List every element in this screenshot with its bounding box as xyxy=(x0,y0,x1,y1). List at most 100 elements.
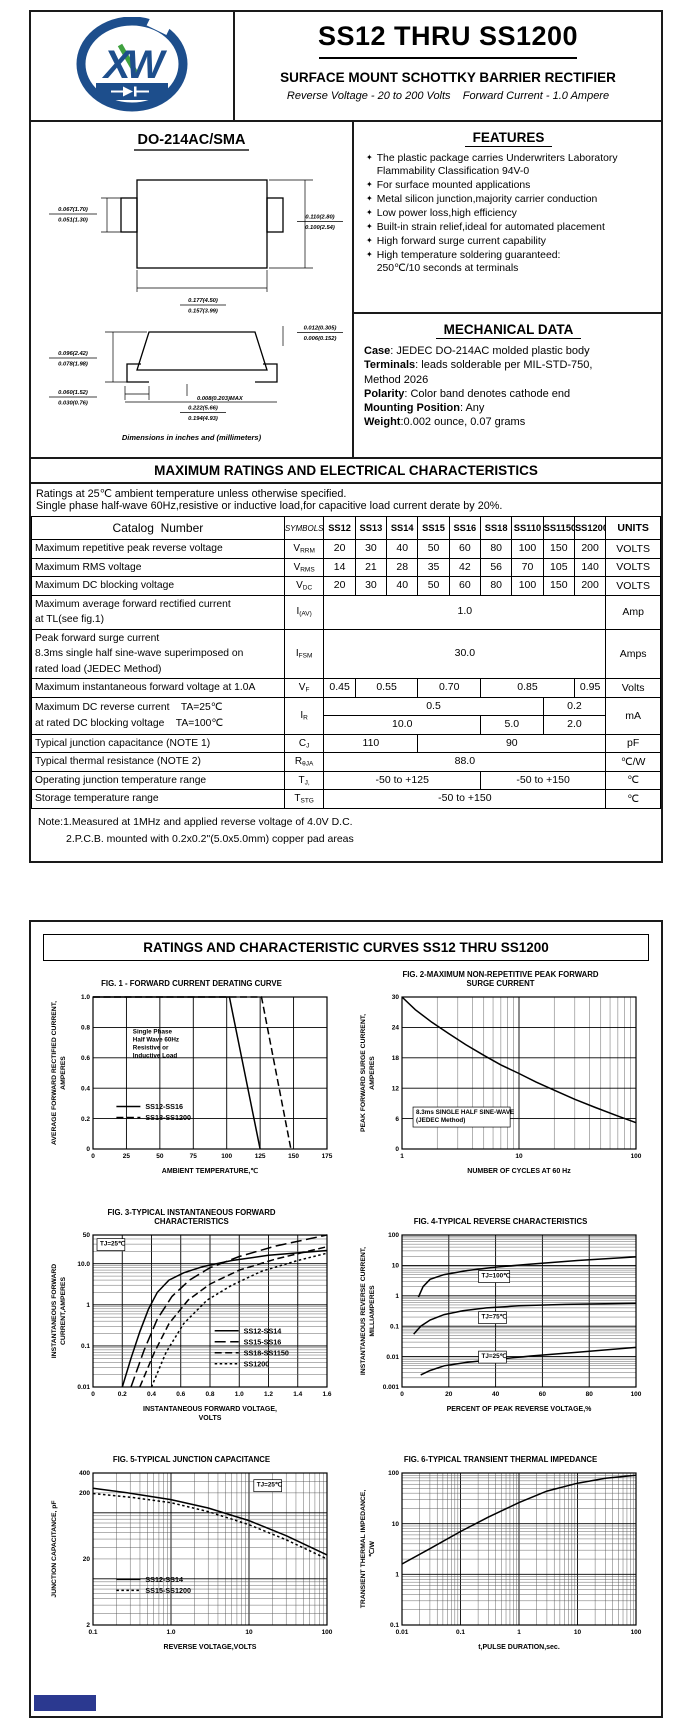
table-header-row: Catalog Number SYMBOLS SS12 SS13 SS14 SS15 SS1… xyxy=(31,516,661,540)
package-caption: Dimensions in inches and (millimeters) xyxy=(121,433,262,442)
chart-title-line: SURGE CURRENT xyxy=(466,979,535,989)
value-cell: 0.55 xyxy=(354,678,419,698)
dim-body-height-min: 0.100(2.54) xyxy=(305,225,335,231)
value-cell: -50 to +150 xyxy=(323,789,607,809)
bullet-icon: ✦ xyxy=(366,236,373,245)
features-section: FEATURES ✦ The plastic package carries Un… xyxy=(354,122,661,314)
svg-text:0.001: 0.001 xyxy=(382,1384,399,1391)
row-label-line: 8.3ms single half sine-wave superimposed… xyxy=(35,648,244,659)
feature-text: High temperature soldering guaranteed: 25… xyxy=(377,249,561,275)
svg-text:SS18-SS1200: SS18-SS1200 xyxy=(145,1113,191,1122)
page-2: RATINGS AND CHARACTERISTIC CURVES SS12 T… xyxy=(29,920,663,1718)
svg-text:0.8: 0.8 xyxy=(205,1391,214,1398)
symbol-main: T xyxy=(298,774,305,786)
column-header-part: SS16 xyxy=(448,516,482,540)
bullet-icon: ✦ xyxy=(366,194,373,203)
curves-banner: RATINGS AND CHARACTERISTIC CURVES SS12 T… xyxy=(43,934,649,961)
row-units: ℃ xyxy=(605,770,661,790)
svg-text:0.01: 0.01 xyxy=(77,1384,90,1391)
svg-text:75: 75 xyxy=(189,1153,197,1160)
svg-text:Resistive or: Resistive or xyxy=(132,1044,168,1051)
fig6-title: FIG. 6-TYPICAL TRANSIENT THERMAL IMPEDAN… xyxy=(404,1445,597,1465)
svg-text:50: 50 xyxy=(156,1153,164,1160)
row-symbol: VRRM xyxy=(283,539,325,559)
table-body: Catalog Number SYMBOLS SS12 SS13 SS14 SS15 SS1… xyxy=(31,516,661,809)
svg-text:400: 400 xyxy=(79,1470,90,1477)
feature-text: For surface mounted applications xyxy=(377,179,531,192)
mechanical-label: Mounting Position xyxy=(364,402,460,415)
svg-text:PERCENT OF PEAK REVERSE VOLTAG: PERCENT OF PEAK REVERSE VOLTAGE,% xyxy=(446,1406,592,1413)
logo-icon: XW xyxy=(76,17,188,112)
svg-text:0.2: 0.2 xyxy=(117,1391,126,1398)
row-label: Maximum RMS voltage xyxy=(31,557,285,577)
table-row: Maximum DC reverse current TA=25℃ at rate… xyxy=(31,696,661,735)
svg-text:REVERSE VOLTAGE,VOLTS: REVERSE VOLTAGE,VOLTS xyxy=(163,1644,256,1651)
symbol-main: V xyxy=(298,682,306,693)
mechanical-line: Weight:0.002 ounce, 0.07 grams xyxy=(364,415,653,429)
row-symbol: RθJA xyxy=(283,752,325,772)
value-cell: 200 xyxy=(573,539,607,559)
column-header-part: SS15 xyxy=(417,516,450,540)
logo: XW xyxy=(31,12,235,120)
dim-body-height-max: 0.110(2.80) xyxy=(305,215,334,221)
fig3-cell: FIG. 3-TYPICAL INSTANTANEOUS FORWARD CHAR… xyxy=(37,1207,346,1439)
table-row: Maximum average forward rectified curren… xyxy=(31,594,661,630)
feature-text: High forward surge current capability xyxy=(377,235,546,248)
title-block: SS12 THRU SS1200 SURFACE MOUNT SCHOTTKY … xyxy=(235,12,661,120)
mechanical-lines: Case: JEDEC DO-214AC molded plastic body… xyxy=(364,344,653,430)
symbol-subscript: R xyxy=(303,714,308,722)
svg-text:100: 100 xyxy=(630,1153,641,1160)
mechanical-data-section: MECHANICAL DATA Case: JEDEC DO-214AC mol… xyxy=(354,314,661,457)
value-cell: 100 xyxy=(511,576,544,596)
svg-text:0.6: 0.6 xyxy=(80,1055,89,1062)
value-cell: 150 xyxy=(542,576,575,596)
svg-text:0.4: 0.4 xyxy=(80,1085,89,1092)
svg-text:SS15-SS1200: SS15-SS1200 xyxy=(145,1586,191,1595)
value-cell: 14 xyxy=(323,557,356,577)
svg-text:1.6: 1.6 xyxy=(322,1391,331,1398)
svg-text:0.8: 0.8 xyxy=(80,1025,89,1032)
svg-text:10: 10 xyxy=(515,1153,523,1160)
row-units: Amp xyxy=(605,594,661,630)
svg-text:0: 0 xyxy=(86,1146,90,1153)
feature-line: High forward surge current capability xyxy=(376,236,546,247)
diode-icon xyxy=(111,86,149,97)
row-label: Storage temperature range xyxy=(31,789,285,809)
row-units: Amps xyxy=(605,628,661,679)
svg-text:℃/W: ℃/W xyxy=(368,1540,376,1557)
svg-text:SS1200: SS1200 xyxy=(243,1359,269,1368)
mechanical-label: Terminals xyxy=(364,359,416,372)
feature-line: Metal silicon junction,majority carrier … xyxy=(376,194,598,205)
feature-line: Low power loss,high efficiency xyxy=(376,208,517,219)
value-cell: 0.45 xyxy=(323,678,356,698)
row-symbol: TSTG xyxy=(283,789,325,809)
fig4-chart: 0 20 40 60 80 100 0.001 0.01 0.1 1 10 100 TJ=100℃ TJ=… xyxy=(360,1232,642,1413)
value-cell: 70 xyxy=(511,557,544,577)
fig3-chart: 0 0.2 0.4 0.6 0.8 1.0 1.2 1.4 1.6 0.01 0.1 1 10.0 50 S… xyxy=(51,1232,332,1422)
row-label-line: Typical junction capacitance (NOTE 1) xyxy=(35,737,211,749)
feature-line: High temperature soldering guaranteed: xyxy=(376,250,561,261)
value-cell: 0.85 xyxy=(480,678,575,698)
svg-text:TRANSIENT THERMAL IMPEDANCE,: TRANSIENT THERMAL IMPEDANCE, xyxy=(360,1490,367,1609)
svg-text:0.4: 0.4 xyxy=(146,1391,155,1398)
symbol-main: I xyxy=(300,709,304,721)
svg-text:0.1: 0.1 xyxy=(389,1622,398,1629)
svg-text:30: 30 xyxy=(391,994,399,1001)
svg-text:0: 0 xyxy=(400,1391,404,1398)
column-header-symbols: SYMBOLS xyxy=(283,516,325,540)
svg-text:JUNCTION CAPACITANCE, pF: JUNCTION CAPACITANCE, pF xyxy=(51,1500,58,1597)
svg-text:TJ=100℃: TJ=100℃ xyxy=(481,1273,510,1280)
value-cell: 60 xyxy=(448,576,482,596)
row-units: pF xyxy=(605,733,661,753)
mechanical-line: Mounting Position: Any xyxy=(364,401,653,415)
column-header-part: SS12 xyxy=(323,516,356,540)
dim-tab-height-min: 0.051(1.30) xyxy=(58,218,88,224)
row-label-line: Maximum RMS voltage xyxy=(35,561,142,573)
row-label: Maximum average forward rectified curren… xyxy=(31,594,285,630)
notes: Note:1.Measured at 1MHz and applied reve… xyxy=(31,809,661,855)
table-row: Storage temperature range TSTG -50 to +150… xyxy=(31,789,661,809)
symbol-main: I xyxy=(296,606,300,618)
svg-text:100: 100 xyxy=(221,1153,232,1160)
chart-title-line: CHARACTERISTICS xyxy=(154,1217,229,1227)
